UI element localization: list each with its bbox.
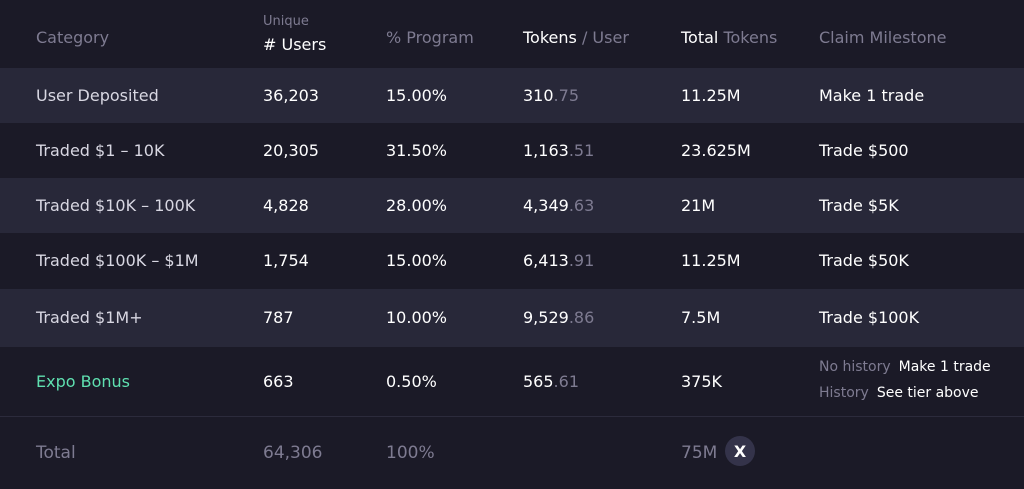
- x-logo-icon[interactable]: X: [725, 436, 755, 466]
- row-milestone: Make 1 trade: [819, 85, 925, 105]
- total-users: 64,306: [263, 442, 323, 463]
- table-total-row: Total 64,306 100% 75M: [0, 416, 1024, 489]
- no-history-label: No history: [819, 359, 891, 375]
- row-program: 10.00%: [386, 308, 448, 328]
- row-program: 15.00%: [386, 85, 448, 105]
- history-label: History: [819, 385, 869, 401]
- expo-tokens-int: 565: [523, 371, 554, 391]
- header-total-tokens: Total Tokens: [681, 28, 777, 47]
- row-total: 11.25M: [681, 85, 741, 105]
- no-history-value: Make 1 trade: [898, 359, 991, 375]
- total-program: 100%: [386, 442, 435, 463]
- header-users: # Users: [263, 35, 327, 54]
- row-users: 4,828: [263, 195, 309, 215]
- row-program: 28.00%: [386, 195, 448, 215]
- row-total: 21M: [681, 195, 716, 215]
- row-tokens: 6,413.91: [523, 251, 594, 270]
- expo-milestone-no-history: No history Make 1 trade: [819, 359, 991, 376]
- header-tokens-per-user: Tokens / User: [523, 28, 629, 47]
- row-total: 23.625M: [681, 140, 751, 160]
- row-category: Traded $1M+: [36, 308, 143, 328]
- header-tokens-a: Tokens: [523, 28, 577, 47]
- row-tokens-int: 4,349: [523, 195, 569, 215]
- row-program: 31.50%: [386, 140, 448, 160]
- row-tokens-int: 310: [523, 85, 554, 105]
- header-category: Category: [36, 28, 110, 47]
- row-users: 787: [263, 308, 294, 328]
- header-milestone: Claim Milestone: [819, 28, 947, 47]
- table-row: Traded $1 – 10K 20,305 31.50% 1,163.51 2…: [0, 123, 1024, 178]
- total-tokens: 75M: [681, 442, 718, 463]
- row-tokens-dec: .75: [553, 85, 579, 105]
- header-unique: Unique: [263, 14, 309, 29]
- row-category: Traded $1 – 10K: [36, 140, 165, 160]
- table-row-expo: Expo Bonus 663 0.50% 565.61 375K No hist…: [0, 347, 1024, 416]
- row-category: User Deposited: [36, 85, 159, 105]
- expo-milestone-history: History See tier above: [819, 385, 979, 402]
- row-category: Traded $10K – 100K: [36, 195, 196, 215]
- row-tokens-dec: .51: [568, 140, 595, 160]
- row-users: 1,754: [263, 251, 309, 271]
- row-tokens-int: 6,413: [523, 251, 569, 271]
- row-category: Traded $100K – $1M: [36, 251, 199, 271]
- row-milestone: Trade $50K: [819, 251, 909, 271]
- header-total-a: Total: [681, 28, 719, 47]
- row-program: 15.00%: [386, 251, 448, 271]
- row-tokens: 9,529.86: [523, 308, 594, 327]
- header-tokens-b: / User: [576, 28, 629, 47]
- table-row: Traded $100K – $1M 1,754 15.00% 6,413.91…: [0, 233, 1024, 289]
- expo-tokens: 565.61: [523, 372, 579, 391]
- expo-tokens-dec: .61: [553, 371, 579, 391]
- row-total: 7.5M: [681, 308, 721, 328]
- row-milestone: Trade $100K: [819, 308, 920, 328]
- table-row: Traded $10K – 100K 4,828 28.00% 4,349.63…: [0, 178, 1024, 233]
- expo-total: 375K: [681, 371, 723, 391]
- row-tokens-dec: .63: [568, 195, 595, 215]
- row-tokens-int: 1,163: [523, 140, 569, 160]
- header-program: % Program: [386, 28, 474, 47]
- header-total-b: Tokens: [718, 28, 778, 47]
- row-tokens-int: 9,529: [523, 308, 569, 328]
- row-users: 20,305: [263, 140, 319, 160]
- history-value: See tier above: [876, 385, 979, 401]
- row-milestone: Trade $5K: [819, 195, 899, 215]
- expo-category: Expo Bonus: [36, 371, 130, 391]
- expo-program: 0.50%: [386, 371, 437, 391]
- row-milestone: Trade $500: [819, 140, 909, 160]
- expo-users: 663: [263, 371, 294, 391]
- row-tokens-dec: .91: [568, 251, 595, 271]
- row-tokens-dec: .86: [568, 308, 595, 328]
- total-label: Total: [36, 442, 76, 463]
- row-tokens: 4,349.63: [523, 196, 594, 215]
- table-header: Category Unique # Users % Program Tokens…: [0, 0, 1024, 68]
- table-row: Traded $1M+ 787 10.00% 9,529.86 7.5M Tra…: [0, 289, 1024, 347]
- table-row: User Deposited 36,203 15.00% 310.75 11.2…: [0, 68, 1024, 123]
- row-tokens: 1,163.51: [523, 141, 594, 160]
- row-total: 11.25M: [681, 251, 741, 271]
- row-tokens: 310.75: [523, 86, 579, 105]
- row-users: 36,203: [263, 85, 319, 105]
